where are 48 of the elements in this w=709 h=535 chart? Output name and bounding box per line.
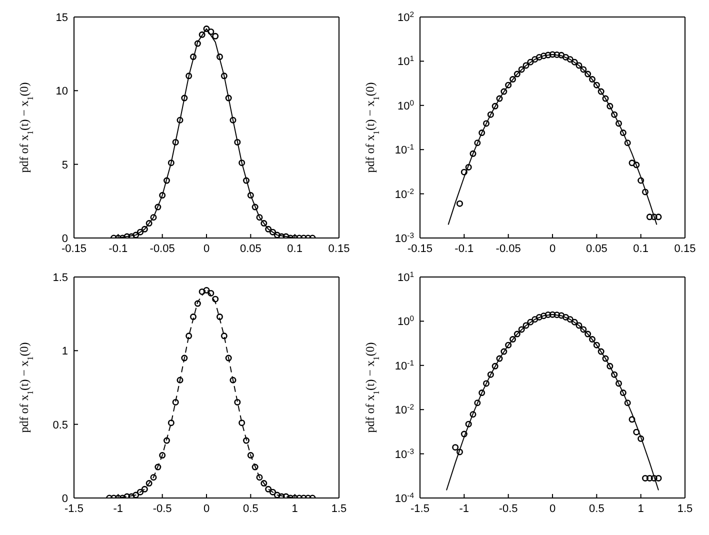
x-tick-label: 0 bbox=[549, 242, 556, 255]
x-tick-label: -0.1 bbox=[108, 242, 128, 255]
y-tick-label: 1 bbox=[62, 346, 68, 358]
y-tick-label: 10$^{1}$ bbox=[397, 270, 414, 284]
y-tick-label: 0 bbox=[62, 493, 68, 505]
y-tick-label: 5 bbox=[62, 159, 68, 172]
y-tick-label: 10$^{-1}$ bbox=[394, 358, 414, 372]
x-tick-label: -0.05 bbox=[150, 242, 175, 255]
y-tick-label: 10$^{1}$ bbox=[397, 54, 414, 68]
x-tick-label: 0.5 bbox=[589, 502, 604, 515]
y-tick-label: 15 bbox=[56, 12, 68, 24]
y-tick-label: 10$^{-2}$ bbox=[394, 186, 414, 201]
x-tick-label: -0.05 bbox=[496, 242, 521, 255]
x-tick-label: -1.5 bbox=[410, 502, 430, 515]
x-tick-label: 0.05 bbox=[240, 242, 262, 255]
y-tick-label: 10$^{0}$ bbox=[397, 98, 414, 112]
x-tick-label: -0.5 bbox=[498, 502, 518, 515]
x-tick-label: 1.5 bbox=[677, 502, 693, 515]
y-tick-label: 10$^{-2}$ bbox=[394, 402, 414, 417]
y-tick-label: 10$^{2}$ bbox=[397, 10, 414, 24]
y-tick-label: 0.5 bbox=[52, 419, 68, 432]
x-tick-label: 0.5 bbox=[243, 502, 258, 515]
y-tick-label: 10$^{-3}$ bbox=[394, 446, 414, 461]
y-tick-label: 1.5 bbox=[52, 272, 68, 284]
y-tick-label: 10$^{0}$ bbox=[397, 314, 414, 328]
x-tick-label: 0 bbox=[549, 502, 556, 515]
x-tick-label: -1 bbox=[459, 502, 470, 515]
y-tick-label: 10$^{-3}$ bbox=[394, 230, 414, 245]
y-tick-label: 10$^{-1}$ bbox=[394, 142, 414, 157]
x-tick-label: 0.1 bbox=[287, 242, 302, 255]
x-tick-label: -1.5 bbox=[64, 502, 84, 515]
x-tick-label: 0.15 bbox=[328, 242, 350, 255]
x-tick-label: 0.05 bbox=[586, 242, 608, 255]
x-tick-label: -0.1 bbox=[454, 242, 474, 255]
x-tick-label: 1 bbox=[292, 502, 298, 515]
x-tick-label: 0 bbox=[203, 502, 210, 515]
x-tick-label: 0.1 bbox=[633, 242, 648, 255]
y-tick-label: 10 bbox=[56, 86, 68, 98]
x-tick-label: -0.15 bbox=[61, 242, 87, 255]
x-tick-label: 1.5 bbox=[331, 502, 347, 515]
x-tick-label: -0.15 bbox=[407, 242, 433, 255]
x-tick-label: -0.5 bbox=[152, 502, 172, 515]
y-tick-label: 10$^{-4}$ bbox=[394, 490, 415, 505]
x-tick-label: -1 bbox=[113, 502, 124, 515]
y-tick-label: 0 bbox=[62, 233, 68, 245]
x-tick-label: 0.15 bbox=[674, 242, 696, 255]
x-tick-label: 0 bbox=[203, 242, 210, 255]
x-tick-label: 1 bbox=[638, 502, 644, 515]
